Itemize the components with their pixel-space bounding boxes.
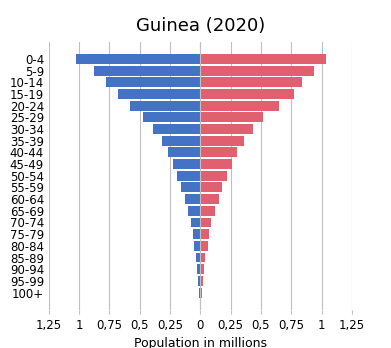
- Bar: [153, 124, 201, 134]
- Bar: [118, 89, 201, 99]
- Bar: [194, 241, 201, 251]
- Bar: [201, 229, 209, 239]
- Bar: [130, 101, 201, 111]
- Bar: [178, 171, 201, 181]
- Bar: [181, 182, 201, 192]
- X-axis label: Population in millions: Population in millions: [134, 337, 267, 348]
- Bar: [196, 253, 201, 262]
- Bar: [185, 194, 201, 204]
- Bar: [201, 66, 314, 76]
- Bar: [201, 171, 227, 181]
- Bar: [198, 276, 201, 286]
- Bar: [201, 77, 302, 87]
- Bar: [201, 148, 237, 157]
- Bar: [94, 66, 201, 76]
- Bar: [201, 54, 326, 64]
- Bar: [168, 148, 201, 157]
- Bar: [193, 229, 201, 239]
- Bar: [75, 54, 201, 64]
- Bar: [106, 77, 201, 87]
- Bar: [201, 276, 203, 286]
- Bar: [201, 264, 204, 274]
- Bar: [201, 241, 208, 251]
- Bar: [201, 194, 219, 204]
- Bar: [201, 182, 222, 192]
- Bar: [199, 287, 201, 298]
- Title: Guinea (2020): Guinea (2020): [136, 17, 265, 35]
- Bar: [201, 287, 202, 298]
- Bar: [197, 264, 201, 274]
- Bar: [201, 112, 264, 122]
- Bar: [201, 101, 279, 111]
- Bar: [191, 218, 201, 228]
- Bar: [201, 89, 294, 99]
- Bar: [201, 159, 232, 169]
- Bar: [201, 218, 211, 228]
- Bar: [188, 206, 201, 216]
- Bar: [201, 253, 205, 262]
- Bar: [201, 136, 244, 146]
- Bar: [161, 136, 201, 146]
- Bar: [201, 124, 253, 134]
- Bar: [143, 112, 201, 122]
- Bar: [201, 206, 215, 216]
- Bar: [172, 159, 201, 169]
